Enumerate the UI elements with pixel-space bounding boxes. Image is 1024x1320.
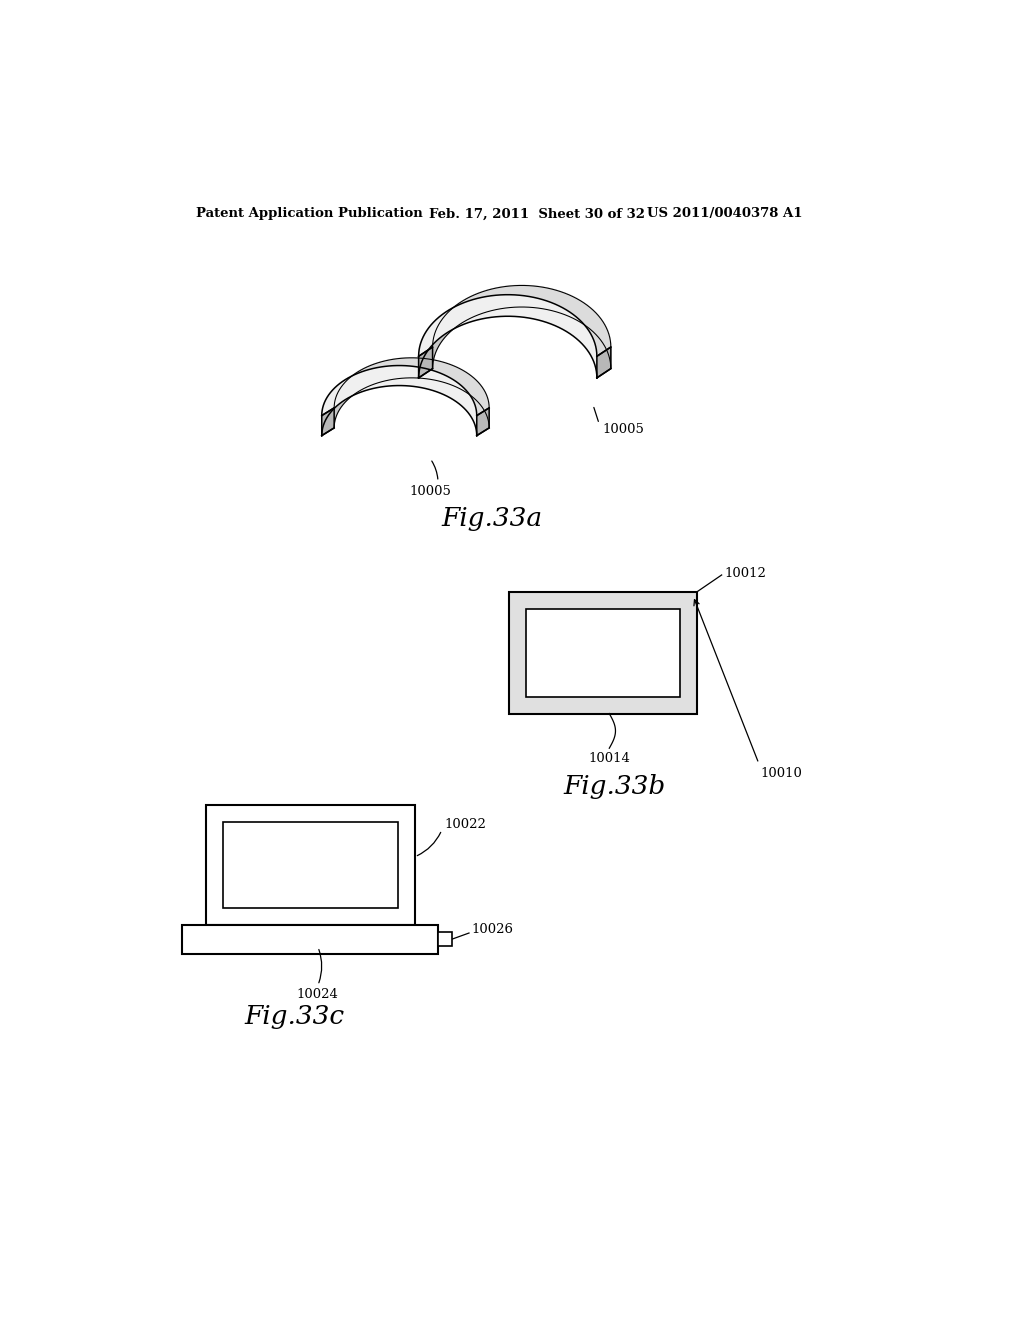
Polygon shape (322, 366, 477, 436)
Polygon shape (322, 408, 334, 436)
Text: 10022: 10022 (444, 818, 486, 832)
Text: Fig.33a: Fig.33a (441, 507, 543, 531)
Bar (182, 924, 438, 954)
Polygon shape (419, 285, 611, 356)
Bar (526, 609, 680, 697)
Polygon shape (419, 347, 432, 378)
Bar (509, 591, 697, 714)
Polygon shape (477, 408, 489, 436)
Text: 10014: 10014 (589, 751, 630, 764)
Text: Fig.33c: Fig.33c (245, 1005, 345, 1030)
Polygon shape (419, 294, 597, 378)
Bar (438, 932, 452, 946)
Text: Patent Application Publication: Patent Application Publication (197, 207, 423, 220)
Text: US 2011/0040378 A1: US 2011/0040378 A1 (647, 207, 803, 220)
Text: 10010: 10010 (761, 767, 802, 780)
Text: Fig.33b: Fig.33b (563, 775, 666, 799)
Bar (206, 805, 415, 924)
Text: 10005: 10005 (410, 484, 452, 498)
Text: 10026: 10026 (471, 924, 513, 936)
Text: Feb. 17, 2011  Sheet 30 of 32: Feb. 17, 2011 Sheet 30 of 32 (429, 207, 645, 220)
Polygon shape (334, 358, 489, 428)
Text: 10012: 10012 (724, 566, 766, 579)
Polygon shape (597, 347, 611, 378)
Bar (222, 822, 397, 908)
Polygon shape (432, 285, 611, 368)
Text: 10005: 10005 (602, 422, 644, 436)
Text: 10024: 10024 (297, 989, 339, 1001)
Polygon shape (322, 358, 489, 416)
